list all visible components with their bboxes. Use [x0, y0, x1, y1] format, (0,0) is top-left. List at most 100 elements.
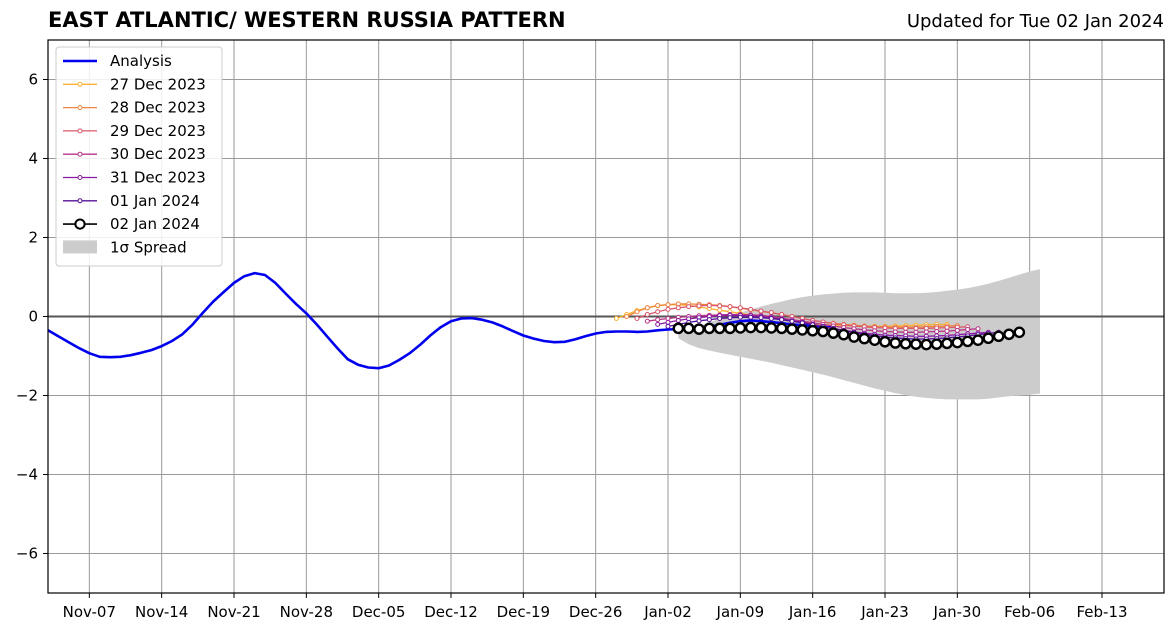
legend-label: 29 Dec 2023 [110, 122, 206, 140]
legend-item-dec31: 31 Dec 2023 [63, 169, 206, 187]
data-point [972, 334, 984, 347]
legend-item-analysis: Analysis [63, 52, 172, 70]
legend-item-dec28: 28 Dec 2023 [63, 99, 206, 117]
legend-label: 1σ Spread [110, 238, 187, 256]
legend-label: 28 Dec 2023 [110, 99, 206, 117]
legend-box [55, 46, 223, 267]
data-point [703, 322, 716, 335]
data-point [672, 322, 685, 335]
legend-marker [77, 128, 83, 134]
data-point [879, 335, 891, 348]
y-tick-label: 6 [28, 71, 38, 89]
data-point [644, 312, 650, 318]
data-point [768, 315, 774, 321]
data-point [982, 332, 995, 345]
x-tick-label: Nov-07 [63, 603, 116, 621]
data-point [696, 318, 702, 324]
data-point [944, 328, 950, 334]
data-point [675, 317, 681, 323]
data-point [827, 327, 840, 339]
data-point [724, 322, 736, 335]
spread-band [678, 269, 1040, 400]
data-point [789, 318, 795, 324]
data-point [734, 322, 747, 334]
data-point [910, 338, 922, 350]
chart-subtitle: Updated for Tue 02 Jan 2024 [906, 11, 1164, 32]
legend-label: Analysis [110, 52, 172, 70]
axes: Nov-07 Nov-14 Nov-21 Nov-28 Dec-05 Dec-12 Dec-… [16, 39, 1165, 621]
data-point [706, 317, 712, 323]
data-point [693, 323, 705, 335]
x-tick-label: Dec-05 [352, 603, 406, 621]
data-point [727, 315, 733, 321]
data-point [951, 336, 964, 349]
y-tick-label: 0 [28, 308, 38, 326]
data-point [634, 315, 640, 321]
x-tick-label: Jan-09 [716, 603, 765, 621]
data-point [744, 321, 757, 334]
data-point [913, 329, 919, 335]
x-tick-label: Feb-06 [1004, 603, 1055, 621]
data-point [848, 331, 860, 343]
data-point [737, 314, 743, 320]
legend-item-dec27: 27 Dec 2023 [63, 75, 206, 93]
legend-item-jan01: 01 Jan 2024 [63, 192, 200, 210]
data-point [806, 324, 819, 337]
data-point [765, 322, 778, 334]
data-point [717, 315, 723, 321]
x-tick-label: Jan-30 [933, 603, 982, 621]
x-tick-label: Feb-13 [1076, 603, 1127, 621]
data-point [899, 337, 912, 350]
legend: Analysis 27 Dec 2023 28 Dec 2023 29 Dec 202… [55, 46, 223, 267]
data-point [682, 322, 695, 335]
data-point [1013, 326, 1026, 339]
legend-marker [77, 151, 83, 157]
data-point [644, 318, 650, 324]
spread-band-layer [678, 269, 1040, 400]
legend-label: 31 Dec 2023 [110, 169, 206, 187]
legend-label: 30 Dec 2023 [110, 145, 206, 163]
data-point [923, 329, 929, 335]
data-point [665, 306, 671, 312]
data-point [992, 330, 1005, 343]
data-point [903, 325, 909, 331]
data-point [717, 303, 723, 309]
data-point [655, 317, 661, 323]
x-tick-label: Jan-16 [788, 603, 837, 621]
x-tick-label: Dec-12 [424, 603, 478, 621]
data-point [655, 321, 661, 327]
legend-marker [77, 198, 83, 204]
data-point [868, 334, 881, 347]
data-point [786, 323, 798, 335]
data-point [975, 326, 981, 332]
data-point [755, 321, 767, 334]
plot-frame [47, 39, 1165, 594]
data-point [775, 322, 788, 335]
legend-marker [77, 175, 83, 180]
data-point [665, 323, 671, 329]
legend-label: 02 Jan 2024 [110, 215, 200, 233]
y-tick-label: −6 [16, 545, 38, 563]
data-point [675, 305, 681, 311]
data-point [613, 315, 619, 321]
data-point [913, 325, 919, 331]
legend-marker [77, 81, 83, 87]
data-point [796, 324, 809, 336]
data-point [941, 337, 953, 350]
data-point [675, 301, 681, 307]
legend-patch [63, 240, 97, 254]
data-point [727, 304, 733, 310]
data-point [920, 338, 933, 351]
y-tick-label: 2 [28, 229, 38, 247]
data-point [837, 328, 850, 341]
x-tick-label: Jan-02 [643, 603, 692, 621]
legend-marker [77, 105, 83, 111]
x-tick-label: Nov-28 [280, 603, 333, 621]
legend-label: 01 Jan 2024 [110, 192, 200, 210]
data-point [713, 322, 726, 335]
data-point [696, 303, 702, 309]
y-tick-label: −4 [16, 466, 38, 484]
data-point [817, 325, 829, 338]
data-point [665, 319, 671, 325]
